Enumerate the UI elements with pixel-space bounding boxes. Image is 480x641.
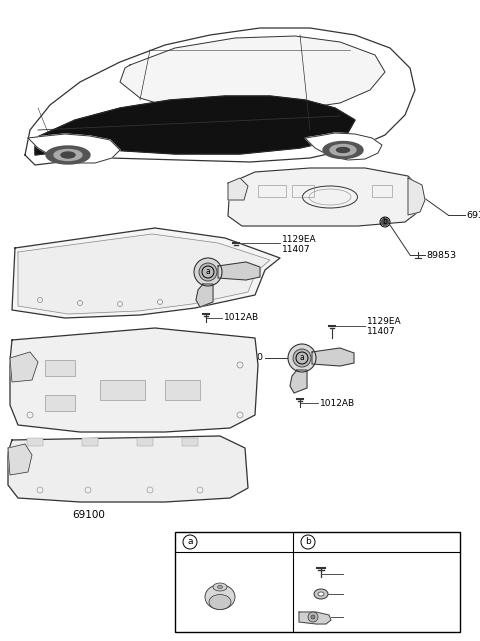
Polygon shape bbox=[10, 352, 38, 382]
Bar bbox=[182, 438, 198, 446]
Text: 1012AB: 1012AB bbox=[320, 399, 355, 408]
Text: 86421: 86421 bbox=[207, 537, 240, 547]
Ellipse shape bbox=[205, 585, 235, 610]
Ellipse shape bbox=[318, 592, 324, 596]
Text: a: a bbox=[300, 353, 304, 363]
Polygon shape bbox=[196, 284, 213, 307]
Bar bbox=[372, 185, 392, 197]
Bar bbox=[292, 185, 314, 197]
Polygon shape bbox=[8, 444, 32, 475]
Polygon shape bbox=[28, 134, 120, 163]
Text: 79220: 79220 bbox=[233, 353, 263, 363]
Text: a: a bbox=[187, 538, 193, 547]
Polygon shape bbox=[120, 36, 385, 113]
Bar bbox=[137, 438, 153, 446]
Polygon shape bbox=[35, 96, 355, 155]
Ellipse shape bbox=[323, 142, 363, 158]
Ellipse shape bbox=[336, 147, 349, 153]
Circle shape bbox=[308, 612, 318, 622]
Polygon shape bbox=[12, 228, 280, 318]
Bar bbox=[175, 532, 460, 632]
Text: b: b bbox=[305, 538, 311, 547]
Polygon shape bbox=[305, 133, 382, 160]
Ellipse shape bbox=[330, 144, 356, 156]
Text: b: b bbox=[383, 217, 387, 226]
Text: 1129EA: 1129EA bbox=[367, 317, 402, 326]
Polygon shape bbox=[312, 348, 354, 366]
Text: 89853: 89853 bbox=[426, 251, 456, 260]
Bar bbox=[45, 395, 75, 411]
Polygon shape bbox=[25, 28, 415, 165]
Bar bbox=[27, 438, 43, 446]
Polygon shape bbox=[218, 262, 260, 280]
Text: 1012AB: 1012AB bbox=[224, 313, 259, 322]
Text: 11407: 11407 bbox=[282, 244, 311, 253]
Text: 69301: 69301 bbox=[466, 210, 480, 219]
Circle shape bbox=[382, 219, 388, 226]
Ellipse shape bbox=[61, 152, 75, 158]
Text: 1360GG: 1360GG bbox=[345, 590, 384, 599]
Ellipse shape bbox=[217, 585, 223, 588]
Polygon shape bbox=[408, 178, 425, 215]
Circle shape bbox=[311, 615, 315, 619]
Polygon shape bbox=[290, 370, 307, 393]
Circle shape bbox=[288, 344, 316, 372]
Circle shape bbox=[194, 258, 222, 286]
Text: 11407: 11407 bbox=[367, 328, 396, 337]
Polygon shape bbox=[10, 328, 258, 432]
Text: a: a bbox=[205, 267, 210, 276]
Circle shape bbox=[199, 263, 217, 281]
Bar bbox=[100, 380, 145, 400]
Ellipse shape bbox=[314, 589, 328, 599]
Ellipse shape bbox=[209, 594, 231, 610]
Circle shape bbox=[293, 349, 311, 367]
Bar bbox=[82, 438, 98, 446]
Text: 89859: 89859 bbox=[345, 569, 375, 578]
Polygon shape bbox=[299, 612, 331, 624]
Text: 69200: 69200 bbox=[75, 410, 108, 420]
Polygon shape bbox=[8, 436, 248, 502]
Ellipse shape bbox=[213, 583, 227, 591]
Text: 69100: 69100 bbox=[72, 510, 105, 520]
Bar bbox=[258, 185, 286, 197]
Bar bbox=[45, 360, 75, 376]
Text: 79210: 79210 bbox=[120, 267, 150, 276]
Polygon shape bbox=[228, 168, 420, 226]
Ellipse shape bbox=[46, 146, 90, 164]
Text: 1129EA: 1129EA bbox=[282, 235, 317, 244]
Ellipse shape bbox=[54, 149, 82, 160]
Text: 89850E: 89850E bbox=[345, 613, 381, 622]
Polygon shape bbox=[228, 178, 248, 200]
Polygon shape bbox=[18, 234, 270, 314]
Bar bbox=[165, 380, 200, 400]
